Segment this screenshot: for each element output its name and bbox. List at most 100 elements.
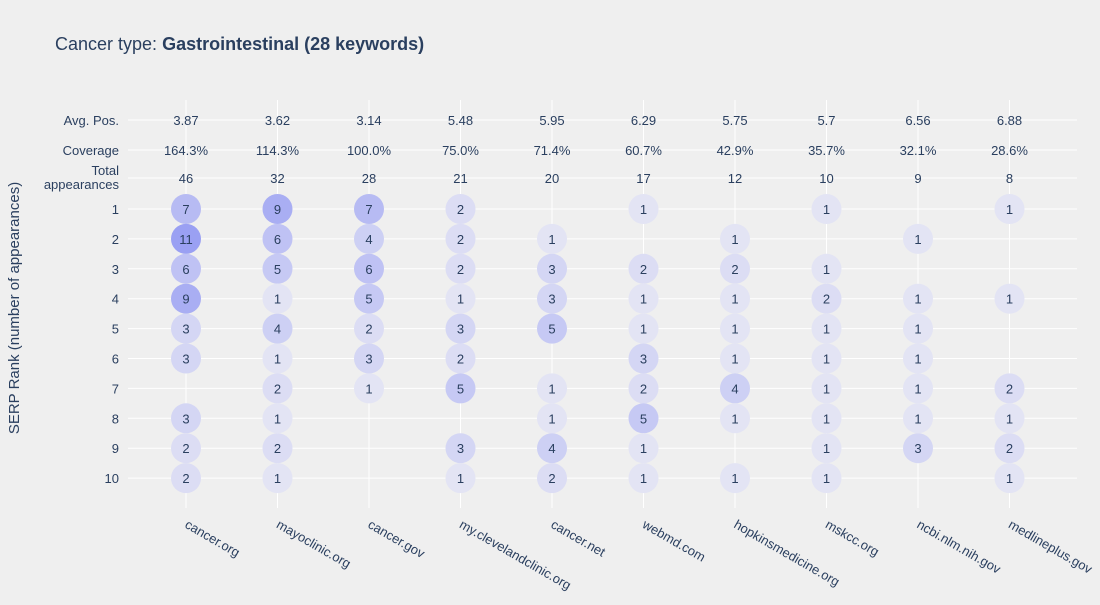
bubble[interactable]: 6 (354, 253, 384, 284)
bubble[interactable]: 1 (994, 194, 1025, 224)
bubble-count-label: 1 (1006, 411, 1013, 426)
bubble[interactable]: 1 (537, 223, 567, 254)
bubble[interactable]: 1 (262, 403, 293, 434)
bubble[interactable]: 3 (445, 313, 476, 344)
bubble[interactable]: 7 (354, 194, 384, 224)
bubble[interactable]: 4 (262, 313, 293, 344)
bubble[interactable]: 1 (811, 253, 842, 284)
bubble[interactable]: 5 (262, 253, 293, 284)
bubble[interactable]: 1 (811, 194, 842, 224)
bubble[interactable]: 1 (628, 463, 659, 494)
summary-value: 12 (728, 171, 742, 186)
bubble[interactable]: 1 (720, 223, 750, 254)
bubble[interactable]: 3 (171, 403, 201, 434)
bubble[interactable]: 3 (537, 253, 567, 284)
bubble[interactable]: 4 (720, 373, 750, 404)
bubble-marker (903, 373, 933, 404)
bubble[interactable]: 2 (262, 373, 293, 404)
bubble[interactable]: 1 (354, 373, 384, 404)
bubble[interactable]: 3 (171, 313, 201, 344)
bubble[interactable]: 1 (720, 403, 750, 434)
bubble[interactable]: 1 (628, 433, 659, 464)
bubble[interactable]: 1 (811, 373, 842, 404)
bubble[interactable]: 1 (811, 403, 842, 434)
bubble-marker (445, 463, 476, 494)
bubble[interactable]: 1 (903, 343, 933, 374)
bubble[interactable]: 2 (537, 463, 567, 494)
summary-layer: Avg. Pos. 3.87 3.62 3.14 5.48 5.95 6.29 5.75 5.7… (44, 113, 1029, 192)
bubble[interactable]: 1 (720, 343, 750, 374)
summary-value: 32 (270, 171, 284, 186)
bubble[interactable]: 5 (354, 283, 384, 314)
bubble[interactable]: 1 (811, 313, 842, 344)
bubble[interactable]: 3 (171, 343, 201, 374)
bubble[interactable]: 1 (903, 313, 933, 344)
bubble-marker (171, 403, 201, 434)
bubble[interactable]: 5 (537, 313, 567, 344)
bubble-count-label: 3 (640, 352, 647, 367)
bubble[interactable]: 1 (720, 313, 750, 344)
bubble[interactable]: 1 (262, 283, 293, 314)
bubble[interactable]: 2 (994, 433, 1025, 464)
bubble[interactable]: 1 (445, 283, 476, 314)
bubble[interactable]: 2 (628, 253, 659, 284)
bubble[interactable]: 5 (628, 403, 659, 434)
bubble[interactable]: 2 (171, 433, 201, 464)
bubble-marker (171, 283, 201, 314)
bubble[interactable]: 9 (262, 194, 293, 224)
bubble[interactable]: 2 (994, 373, 1025, 404)
bubble[interactable]: 1 (903, 223, 933, 254)
bubble[interactable]: 1 (994, 283, 1025, 314)
bubble[interactable]: 3 (354, 343, 384, 374)
bubble[interactable]: 2 (262, 433, 293, 464)
summary-value: 71.4% (534, 143, 571, 158)
bubble[interactable]: 3 (628, 343, 659, 374)
bubble[interactable]: 6 (171, 253, 201, 284)
bubble[interactable]: 2 (171, 463, 201, 494)
bubble[interactable]: 2 (445, 253, 476, 284)
bubble[interactable]: 2 (354, 313, 384, 344)
bubble[interactable]: 2 (445, 194, 476, 224)
bubble[interactable]: 2 (628, 373, 659, 404)
bubble-count-label: 5 (548, 322, 555, 337)
bubble-count-label: 1 (640, 202, 647, 217)
bubble-marker (628, 403, 659, 434)
bubble[interactable]: 9 (171, 283, 201, 314)
bubble[interactable]: 6 (262, 223, 293, 254)
bubble[interactable]: 2 (445, 343, 476, 374)
bubble[interactable]: 4 (537, 433, 567, 464)
bubble[interactable]: 4 (354, 223, 384, 254)
bubble-marker (262, 283, 293, 314)
bubble[interactable]: 1 (628, 313, 659, 344)
bubble[interactable]: 1 (903, 403, 933, 434)
bubble[interactable]: 1 (994, 463, 1025, 494)
bubble[interactable]: 1 (903, 373, 933, 404)
bubble[interactable]: 1 (628, 194, 659, 224)
bubble[interactable]: 3 (445, 433, 476, 464)
bubble[interactable]: 1 (994, 403, 1025, 434)
bubble[interactable]: 1 (811, 463, 842, 494)
bubble[interactable]: 1 (262, 463, 293, 494)
bubble[interactable]: 1 (537, 373, 567, 404)
bubble[interactable]: 1 (903, 283, 933, 314)
summary-value: 5.7 (817, 113, 835, 128)
bubble[interactable]: 3 (903, 433, 933, 464)
bubble[interactable]: 2 (811, 283, 842, 314)
bubble[interactable]: 1 (445, 463, 476, 494)
bubble[interactable]: 3 (537, 283, 567, 314)
bubble[interactable]: 1 (628, 283, 659, 314)
bubble-marker (628, 343, 659, 374)
bubble[interactable]: 1 (262, 343, 293, 374)
bubble[interactable]: 1 (720, 463, 750, 494)
bubble[interactable]: 7 (171, 194, 201, 224)
bubble[interactable]: 1 (811, 343, 842, 374)
bubble[interactable]: 1 (811, 433, 842, 464)
bubble[interactable]: 2 (445, 223, 476, 254)
bubble-count-label: 1 (548, 411, 555, 426)
bubble[interactable]: 11 (171, 223, 201, 254)
bubble[interactable]: 1 (720, 283, 750, 314)
bubble[interactable]: 5 (445, 373, 476, 404)
bubble-count-label: 3 (914, 441, 921, 456)
bubble[interactable]: 1 (537, 403, 567, 434)
bubble[interactable]: 2 (720, 253, 750, 284)
